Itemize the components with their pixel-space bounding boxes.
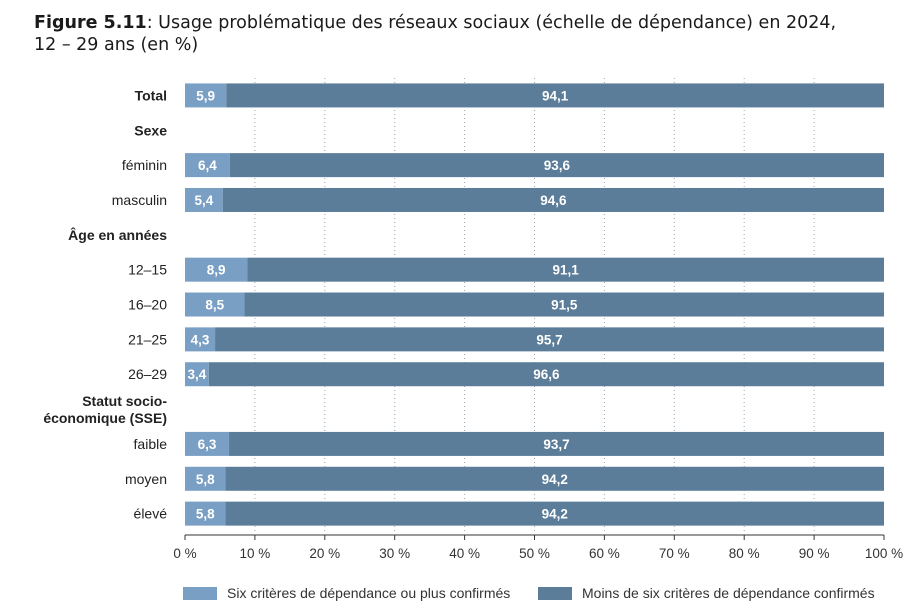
row-label: masculin xyxy=(112,192,167,208)
bar-segment-less-six xyxy=(226,83,885,108)
legend-swatch-light xyxy=(183,586,217,600)
data-label: 5,8 xyxy=(196,507,215,522)
bar-segment-less-six xyxy=(247,257,884,282)
bar-segment-six-plus xyxy=(185,327,216,352)
row-label: Total xyxy=(135,87,167,103)
legend-item-less-six: Moins de six critères de dépendance conf… xyxy=(538,585,875,601)
row-label: faible xyxy=(134,436,168,452)
bar-segment-six-plus xyxy=(185,187,223,212)
data-label: 3,4 xyxy=(187,367,206,382)
row-label: 21–25 xyxy=(128,331,167,347)
data-label: 6,3 xyxy=(198,437,217,452)
bar-segment-six-plus xyxy=(185,501,226,526)
data-label: 4,3 xyxy=(191,332,210,347)
bar-segment-less-six xyxy=(215,327,884,352)
x-tick-label: 0 % xyxy=(173,546,196,561)
x-tick-label: 30 % xyxy=(379,546,410,561)
data-label: 94,2 xyxy=(542,507,568,522)
row-label: 26–29 xyxy=(128,366,167,382)
row-label: moyen xyxy=(125,471,167,487)
legend-item-six-plus: Six critères de dépendance ou plus confi… xyxy=(183,585,510,601)
data-label: 8,5 xyxy=(205,298,224,313)
data-label: 91,1 xyxy=(552,263,579,278)
x-tick-label: 20 % xyxy=(309,546,340,561)
data-label: 5,4 xyxy=(194,193,213,208)
row-label: Âge en années xyxy=(68,226,167,243)
row-label: Sexe xyxy=(134,122,167,138)
bar-segment-six-plus xyxy=(185,431,230,456)
chart-title: Figure 5.11: Usage problématique des rés… xyxy=(34,12,894,56)
x-tick-label: 70 % xyxy=(659,546,690,561)
bar-segment-six-plus xyxy=(185,257,248,282)
legend: Six critères de dépendance ou plus confi… xyxy=(0,585,921,605)
bar-segment-less-six xyxy=(208,362,885,387)
bar-segment-less-six xyxy=(229,153,885,178)
row-label: économique (SSE) xyxy=(43,410,167,426)
data-label: 93,6 xyxy=(544,158,571,173)
bar-segment-six-plus xyxy=(185,153,230,178)
data-label: 96,6 xyxy=(533,367,560,382)
x-tick-label: 60 % xyxy=(589,546,620,561)
x-tick-label: 40 % xyxy=(449,546,480,561)
bar-segment-six-plus xyxy=(185,83,227,108)
row-label: 12–15 xyxy=(128,262,167,278)
row-label: féminin xyxy=(122,157,167,173)
legend-swatch-dark xyxy=(538,586,572,600)
data-label: 6,4 xyxy=(198,158,217,173)
data-label: 94,1 xyxy=(542,88,569,103)
row-label: Statut socio- xyxy=(82,393,167,409)
data-label: 94,6 xyxy=(540,193,567,208)
figure-number: Figure 5.11 xyxy=(34,13,147,33)
bar-segment-six-plus xyxy=(185,292,245,317)
bar-segment-less-six xyxy=(222,187,885,212)
x-tick-label: 100 % xyxy=(865,546,903,561)
row-label: 16–20 xyxy=(128,297,167,313)
data-label: 94,2 xyxy=(542,472,568,487)
title-text: : Usage problématique des réseaux sociau… xyxy=(146,13,837,33)
bar-segment-less-six xyxy=(244,292,885,317)
data-label: 8,9 xyxy=(207,263,226,278)
x-tick-label: 50 % xyxy=(519,546,550,561)
x-tick-label: 80 % xyxy=(729,546,760,561)
legend-label-six-plus: Six critères de dépendance ou plus confi… xyxy=(227,585,511,601)
bar-segment-six-plus xyxy=(185,466,226,491)
data-label: 5,8 xyxy=(196,472,215,487)
bar-segment-less-six xyxy=(225,501,885,526)
x-tick-label: 90 % xyxy=(799,546,830,561)
bar-segment-less-six xyxy=(229,431,885,456)
legend-label-less-six: Moins de six critères de dépendance conf… xyxy=(582,585,875,601)
row-label: élevé xyxy=(134,506,168,522)
title-line2: 12 – 29 ans (en %) xyxy=(34,35,199,55)
bar-segment-six-plus xyxy=(185,362,209,387)
stacked-bar-chart: Total 5,9 94,1 Sexe féminin 6,4 93,6 masculin 5,… xyxy=(43,78,903,561)
bar-segment-less-six xyxy=(225,466,885,491)
data-label: 95,7 xyxy=(536,332,562,347)
data-label: 91,5 xyxy=(551,298,578,313)
data-label: 5,9 xyxy=(196,88,215,103)
data-label: 93,7 xyxy=(543,437,569,452)
x-tick-label: 10 % xyxy=(240,546,271,561)
